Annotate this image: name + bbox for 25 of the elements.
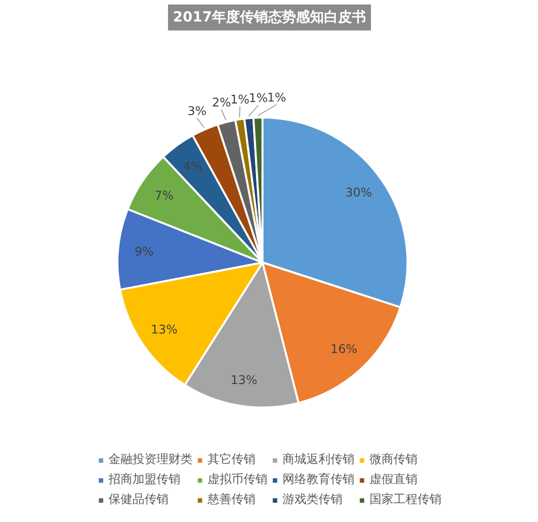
legend-label: 金融投资理财类: [108, 451, 192, 468]
chart-title: 2017年度传销态势感知白皮书: [173, 8, 366, 26]
legend-label: 招商加盟传销: [108, 471, 180, 488]
data-label: 1%: [230, 92, 250, 107]
legend-label: 网络教育传销: [282, 471, 354, 488]
legend-label: 虚假直销: [370, 471, 418, 488]
legend-label: 虚拟币传销: [208, 471, 268, 488]
data-label: 2%: [212, 96, 231, 110]
data-label: 1%: [248, 91, 268, 106]
legend-label: 游戏类传销: [282, 491, 342, 508]
legend-label: 国家工程传销: [370, 491, 442, 508]
legend-label: 其它传销: [208, 451, 256, 468]
data-label: 7%: [154, 188, 174, 203]
data-label: 13%: [230, 372, 258, 387]
data-label: 30%: [345, 186, 372, 200]
data-label: 1%: [267, 90, 286, 105]
data-label: 13%: [150, 322, 178, 336]
data-label: 3%: [187, 104, 206, 118]
data-label: 16%: [330, 342, 358, 356]
legend-label: 保健品传销: [108, 491, 168, 508]
data-label: 4%: [183, 159, 202, 174]
legend-label: 微商传销: [370, 451, 418, 468]
data-label: 9%: [134, 244, 154, 258]
legend-label: 慈善传销: [208, 491, 256, 508]
legend-label: 商城返利传销: [282, 451, 354, 468]
